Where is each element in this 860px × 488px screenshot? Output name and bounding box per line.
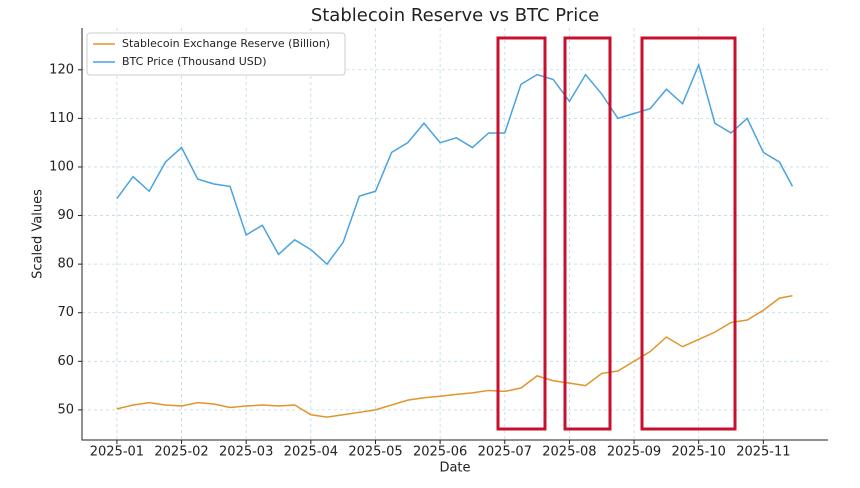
y-tick-label: 120	[49, 62, 74, 77]
x-tick-label: 2025-01	[90, 445, 144, 460]
x-tick-label: 2025-09	[607, 445, 661, 460]
legend-box	[86, 32, 346, 76]
axes	[81, 28, 828, 441]
series-line	[116, 294, 793, 418]
chart-title: Stablecoin Reserve vs BTC Price	[311, 5, 599, 26]
x-tick-label: 2025-02	[154, 445, 208, 460]
legend-label: BTC Price (Thousand USD)	[122, 55, 267, 68]
x-axis-label: Date	[439, 461, 470, 476]
y-tick-label: 50	[57, 402, 74, 417]
legend: Stablecoin Exchange Reserve (Billion) BTC…	[86, 32, 346, 76]
x-tick-label: 2025-04	[284, 445, 338, 460]
series-line	[116, 62, 794, 266]
highlight-box	[640, 36, 737, 431]
x-tick-label: 2025-06	[413, 445, 467, 460]
y-tick-label: 100	[49, 159, 74, 174]
y-tick-label: 90	[57, 208, 74, 223]
x-tick-label: 2025-03	[219, 445, 273, 460]
y-tick-label: 110	[49, 111, 74, 126]
highlight-boxes	[496, 36, 737, 431]
x-tick-label: 2025-07	[478, 445, 532, 460]
x-tick-label: 2025-08	[542, 445, 596, 460]
y-tick-label: 70	[57, 305, 74, 320]
plot-area: 50 60 70 80 90 100 110 120 2025-01 2025-02 2025-03…	[49, 28, 828, 460]
legend-label: Stablecoin Exchange Reserve (Billion)	[122, 37, 330, 50]
y-tick-label: 60	[57, 354, 74, 369]
highlight-box	[496, 36, 547, 431]
x-tick-label: 2025-11	[736, 445, 790, 460]
x-tick-label: 2025-10	[672, 445, 726, 460]
y-tick-label: 80	[57, 257, 74, 272]
x-tick-label: 2025-05	[348, 445, 402, 460]
y-axis-label: Scaled Values	[31, 189, 46, 279]
highlight-box	[563, 36, 612, 431]
